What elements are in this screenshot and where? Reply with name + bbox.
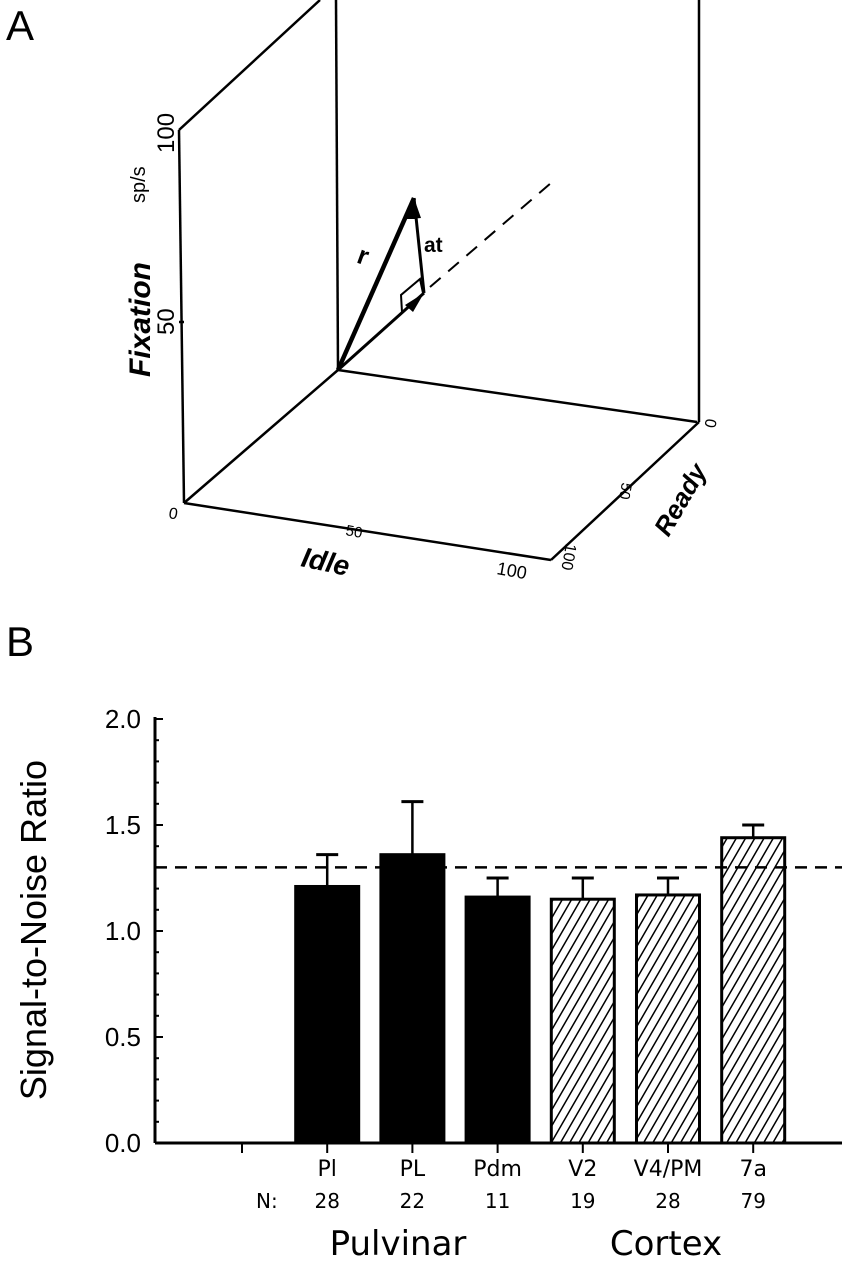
r-label: r bbox=[353, 240, 373, 272]
x-axis-labels: Pl 28 PL 22 Pdm 11 V2 19 V4/PM 28 7a 79 bbox=[314, 1157, 766, 1213]
category-label: 7a bbox=[739, 1157, 766, 1182]
n-value: 19 bbox=[570, 1189, 595, 1213]
category-label: V2 bbox=[568, 1157, 597, 1182]
fixation-axis-label: Fixation bbox=[124, 262, 157, 377]
n-value: 28 bbox=[314, 1189, 339, 1213]
group-label-pulvinar: Pulvinar bbox=[330, 1224, 467, 1264]
y-tick-label: 1.0 bbox=[105, 916, 141, 946]
y-axis: 0.0 0.5 1.0 1.5 2.0 bbox=[105, 704, 842, 1158]
n-label: N: bbox=[256, 1189, 278, 1213]
bar-pl bbox=[294, 884, 361, 1145]
panel-b-label: B bbox=[6, 618, 34, 665]
fixation-unit-label: sp/s bbox=[128, 166, 150, 203]
bar-v2 bbox=[549, 897, 616, 1145]
group-label-cortex: Cortex bbox=[610, 1224, 722, 1264]
y-tick-label: 0.5 bbox=[105, 1022, 141, 1052]
y-tick-label: 1.5 bbox=[105, 810, 141, 840]
y-axis-label: Signal-to-Noise Ratio bbox=[13, 760, 54, 1100]
category-label: PL bbox=[400, 1157, 426, 1182]
idle-tick-100: 100 bbox=[495, 558, 528, 583]
category-label: V4/PM bbox=[634, 1157, 703, 1182]
n-value: 11 bbox=[485, 1189, 510, 1213]
bar-7a bbox=[720, 836, 787, 1145]
ready-tick-0: 0 bbox=[700, 417, 718, 429]
fixation-tick-50: 50 bbox=[153, 308, 180, 335]
arrowhead-icon bbox=[410, 198, 421, 219]
y-tick-label: 0.0 bbox=[105, 1128, 141, 1158]
3d-box bbox=[177, 0, 701, 562]
bars bbox=[155, 800, 842, 1153]
n-value: 22 bbox=[400, 1189, 425, 1213]
r-vector bbox=[335, 197, 417, 371]
ready-axis-label: Ready bbox=[648, 457, 714, 541]
bar-v4-pm bbox=[635, 893, 701, 1145]
idle-tick-50: 50 bbox=[344, 522, 363, 542]
y-tick-label: 2.0 bbox=[105, 704, 141, 734]
idle-axis-label: Idle bbox=[299, 542, 353, 582]
panel-a-label: A bbox=[6, 2, 34, 49]
panel-a: A r at 100 50 Fixation sp/s 0 bbox=[6, 0, 719, 583]
category-label: Pl bbox=[318, 1157, 337, 1182]
arrowhead-icon bbox=[405, 293, 424, 312]
n-value: 79 bbox=[740, 1189, 765, 1213]
at-label: at bbox=[424, 234, 443, 257]
ready-tick-50: 50 bbox=[615, 481, 635, 500]
n-value: 28 bbox=[655, 1189, 680, 1213]
panel-b: B Signal-to-Noise Ratio 0.00.51.01.52.0 … bbox=[6, 618, 842, 1264]
bar-pdm bbox=[464, 895, 531, 1145]
ready-tick-100: 100 bbox=[557, 542, 578, 571]
bar-pl bbox=[379, 853, 446, 1145]
category-label: Pdm bbox=[473, 1157, 522, 1182]
right-angle-mark bbox=[399, 277, 424, 313]
dashed-axis-line bbox=[429, 182, 552, 288]
vector-diagram bbox=[335, 182, 552, 372]
idle-tick-0: 0 bbox=[167, 505, 179, 523]
fixation-tick-100: 100 bbox=[153, 113, 180, 153]
